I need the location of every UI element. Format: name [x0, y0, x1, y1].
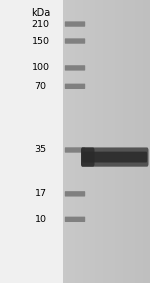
- FancyBboxPatch shape: [65, 147, 85, 153]
- Text: 210: 210: [32, 20, 50, 29]
- Text: 35: 35: [34, 145, 46, 155]
- FancyBboxPatch shape: [82, 152, 147, 162]
- Text: 10: 10: [34, 215, 46, 224]
- Text: kDa: kDa: [31, 8, 50, 18]
- FancyBboxPatch shape: [65, 191, 85, 197]
- FancyBboxPatch shape: [81, 147, 94, 167]
- Bar: [63, 0, 150, 283]
- Text: 100: 100: [32, 63, 50, 72]
- FancyBboxPatch shape: [65, 217, 85, 222]
- Text: 150: 150: [32, 37, 50, 46]
- FancyBboxPatch shape: [65, 83, 85, 89]
- FancyBboxPatch shape: [65, 21, 85, 27]
- FancyBboxPatch shape: [81, 147, 148, 167]
- FancyBboxPatch shape: [65, 65, 85, 70]
- Text: 70: 70: [34, 82, 46, 91]
- FancyBboxPatch shape: [65, 38, 85, 44]
- Bar: [0, 0, 63, 283]
- Text: 17: 17: [34, 189, 46, 198]
